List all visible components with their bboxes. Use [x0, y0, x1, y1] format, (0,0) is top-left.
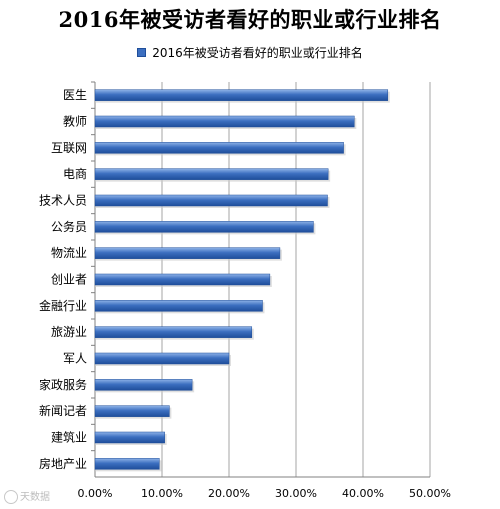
bar: [94, 431, 165, 444]
bar: [94, 168, 329, 180]
bar: [94, 142, 344, 154]
legend: 2016年被受访者看好的职业或行业排名: [0, 44, 500, 61]
x-tick-label: 0.00%: [78, 487, 113, 500]
bar: [94, 405, 170, 417]
legend-swatch: [137, 48, 147, 57]
bar: [94, 273, 271, 286]
x-tick-label: 30.00%: [275, 487, 317, 500]
category-label: 物流业: [51, 246, 87, 260]
category-label: 公务员: [51, 219, 87, 234]
bar: [94, 379, 193, 391]
bar: [94, 247, 281, 259]
x-tick-label: 40.00%: [342, 487, 384, 500]
bar: [94, 352, 230, 365]
chart-title: 2016年被受访者看好的职业或行业排名: [58, 7, 442, 32]
category-label: 新闻记者: [39, 403, 87, 418]
category-label: 电商: [63, 166, 87, 181]
x-tick-label: 50.00%: [409, 487, 451, 500]
x-tick-label: 10.00%: [141, 487, 183, 500]
x-tick-label: 20.00%: [208, 487, 250, 500]
category-label: 房地产业: [39, 456, 87, 471]
category-label: 创业者: [51, 273, 87, 287]
watermark-text: 天数据: [20, 492, 50, 503]
category-label: 教师: [63, 114, 87, 129]
category-label: 金融行业: [39, 298, 87, 313]
category-label: 医生: [63, 88, 87, 102]
category-label: 军人: [63, 352, 87, 366]
bar: [94, 458, 160, 470]
category-label: 建筑业: [51, 430, 87, 445]
bar: [94, 194, 328, 207]
bar: [94, 326, 253, 338]
bar: [94, 89, 389, 101]
bar: [94, 221, 314, 233]
watermark: 天数据: [4, 488, 50, 504]
bar: [94, 115, 355, 128]
category-label: 家政服务: [39, 377, 87, 392]
category-label: 互联网: [51, 141, 87, 155]
category-label: 技术人员: [39, 194, 87, 208]
category-label: 旅游业: [51, 325, 87, 339]
bar: [94, 300, 263, 312]
legend-label: 2016年被受访者看好的职业或行业排名: [152, 46, 363, 60]
watermark-icon: [4, 490, 18, 504]
